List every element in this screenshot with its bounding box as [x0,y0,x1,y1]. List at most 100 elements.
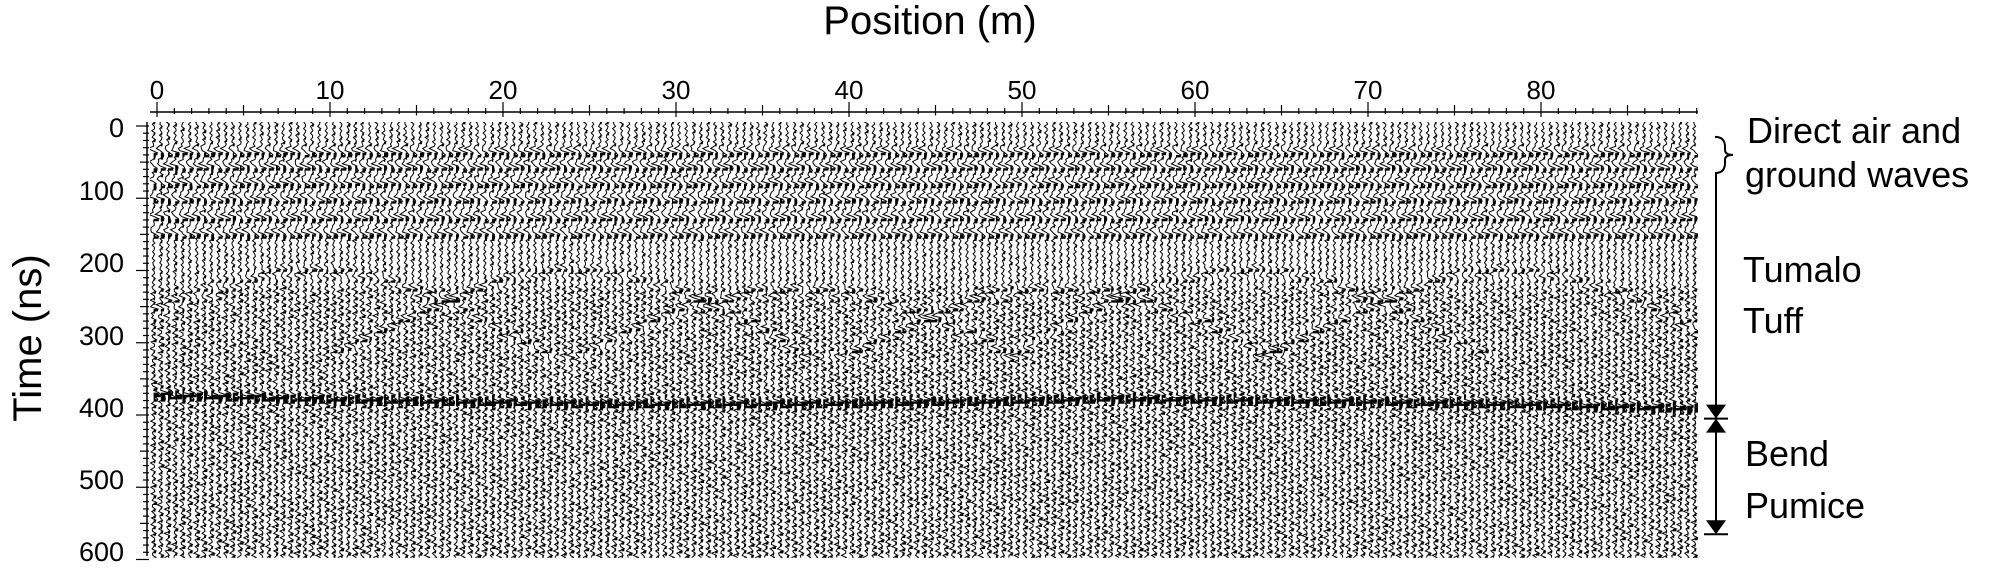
radar-trace [930,122,946,558]
radar-trace [447,122,467,558]
radar-trace-fill [751,126,758,558]
radar-trace-fill [333,126,343,558]
radar-trace-fill [398,133,407,558]
x-tick-label-0: 0 [150,75,164,105]
radar-trace-fill [276,124,284,556]
radar-trace-fill [1680,122,1687,558]
radar-trace-fill [506,126,514,558]
radar-trace-fill [888,126,894,554]
radar-trace [1480,122,1495,558]
radar-trace [1277,122,1292,558]
radar-trace [1450,122,1467,558]
radar-trace [485,122,502,558]
radar-trace-fill [369,144,378,558]
radar-trace [686,122,704,558]
radar-trace [665,122,680,558]
radar-trace [1018,122,1034,558]
radar-trace-fill [758,130,767,558]
radar-trace [1349,122,1364,558]
radar-trace [752,122,768,558]
radar-trace [737,122,754,558]
radar-trace-fill [1636,124,1645,556]
radar-trace-fill [1507,122,1515,558]
radar-trace-fill [211,141,219,556]
radar-trace-fill [477,144,485,558]
radar-trace-fill [376,130,384,558]
radar-trace-fill [643,133,651,558]
radar-trace-fill [1312,144,1320,558]
radar-trace [1313,122,1328,558]
radar-trace-fill [844,122,852,558]
x-tick-label-50: 50 [1008,75,1037,105]
radar-trace-fill [1140,130,1147,558]
radar-trace [881,122,895,558]
radar-trace [1328,122,1342,558]
radar-trace [543,122,559,558]
radar-trace [219,122,234,558]
radar-trace-fill [895,130,904,558]
radar-trace-fill [1104,144,1111,558]
radar-trace-fill [715,126,722,558]
radar-trace-fill [1687,126,1694,558]
radar-trace [636,122,652,558]
radar-trace [334,122,348,558]
radar-trace [859,122,875,558]
radar-trace [729,122,747,558]
radar-trace-fill [1147,124,1156,556]
direct-waves-brace [1714,135,1734,174]
radar-trace [910,122,925,558]
radar-trace-fill [283,141,289,556]
annotation-direct-waves-line2: ground waves [1745,154,1969,195]
x-axis-title: Position (m) [823,0,1036,43]
radar-trace [1501,122,1516,558]
radar-trace-fill [974,124,983,556]
radar-trace-fill [1082,124,1090,556]
y-tick-label-500: 500 [79,465,124,495]
x-tick-label-40: 40 [835,75,864,105]
radar-trace-fill [1032,126,1041,558]
radar-trace-fill [196,126,203,558]
radar-trace-fill [808,128,818,558]
radar-trace-fill [1298,122,1307,558]
radar-trace [1105,122,1121,558]
radar-trace [1291,122,1308,558]
radar-trace-fill [247,128,254,556]
radar-trace [1457,122,1473,558]
radar-trace [463,122,478,558]
radar-trace-fill [556,124,564,556]
radar-trace-fill [1212,130,1218,558]
layer-brackets [1704,135,1734,536]
radar-trace-fill [268,126,276,558]
radar-trace [212,122,228,558]
radar-trace-fill [1262,122,1271,558]
radar-trace [277,122,290,558]
y-tick-label-300: 300 [79,321,124,351]
radar-trace-fill [535,122,542,558]
radar-trace-fill [348,124,355,556]
bend-pumice-bottom-arrowhead [1706,520,1726,535]
radar-trace-fill [1125,122,1133,558]
y-tick-label-0: 0 [109,113,124,143]
radar-trace-fill [1564,124,1572,556]
radar-trace [1254,122,1272,558]
radar-trace [1097,122,1112,558]
annotation-tumalo-tuff-line1: Tumalo [1743,249,1862,290]
radar-trace [421,122,437,558]
radar-trace [809,122,824,558]
radar-trace [405,122,420,558]
radar-trace [1393,122,1409,558]
radar-trace-fill [578,144,586,558]
radar-trace [1190,122,1208,558]
radar-trace-fill [492,128,500,556]
x-tick-label-20: 20 [489,75,518,105]
radar-trace-fill [1658,126,1665,558]
radar-trace-fill [1478,126,1485,558]
radar-trace-fill [1543,139,1552,558]
radar-trace [564,122,579,558]
radar-trace [1659,122,1673,558]
radar-trace-fill [988,122,997,558]
radar-trace [1638,122,1652,558]
radar-trace [1471,122,1486,558]
radar-trace [844,122,861,558]
radar-trace [824,122,841,558]
